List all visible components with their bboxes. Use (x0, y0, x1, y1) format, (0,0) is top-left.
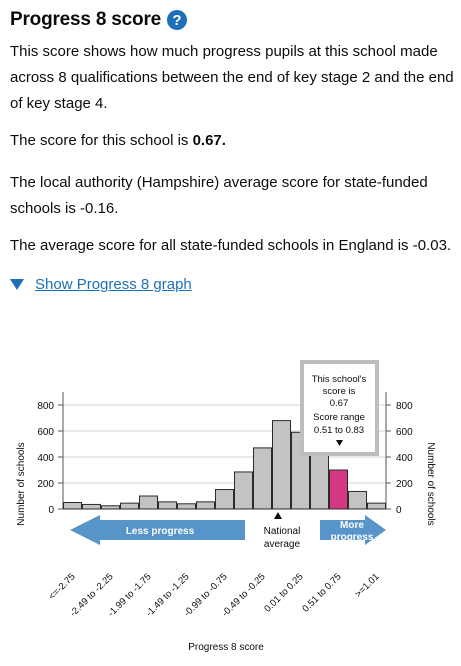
more-progress-label: progress (331, 532, 374, 543)
bar (367, 502, 386, 510)
school-bar (329, 469, 348, 510)
y-tick-label-right: 200 (396, 479, 413, 490)
callout-text: Score range (313, 412, 365, 423)
bar (196, 501, 215, 510)
callout-text: This school's (312, 374, 367, 385)
x-tick-label: 0.51 to 0.75 (300, 571, 343, 614)
bar (348, 490, 367, 510)
la-line: The local authority (Hampshire) average … (10, 174, 428, 191)
x-tick-label: <=-2.75 (47, 571, 78, 602)
more-progress-arrow (320, 515, 386, 545)
bar (101, 505, 120, 510)
less-progress-label: Less progress (126, 526, 195, 537)
callout-pointer (336, 440, 343, 446)
x-tick-label: >=1.01 (353, 571, 382, 600)
callout-text: 0.51 to 0.83 (314, 425, 364, 436)
intro-line: across 8 qualifications between the end … (10, 69, 454, 86)
national-average-label: National (264, 526, 301, 537)
show-graph-link[interactable]: Show Progress 8 graph (35, 276, 192, 293)
bar (272, 420, 291, 510)
y-tick-label-left: 0 (48, 505, 54, 516)
triangle-down-icon (10, 279, 24, 290)
bar (215, 489, 234, 510)
y-tick-label-left: 800 (37, 401, 54, 412)
school-score-value: 0.67. (192, 132, 226, 149)
national-average-label: average (264, 539, 301, 550)
intro-line: This score shows how much progress pupil… (10, 43, 438, 60)
bar (63, 502, 82, 510)
more-progress-label: More (340, 520, 364, 531)
help-icon[interactable]: ? (167, 10, 187, 30)
x-tick-label: 0.01 to 0.25 (262, 571, 305, 614)
bar (234, 471, 253, 510)
y-tick-label-left: 400 (37, 453, 54, 464)
local-authority-text: The local authority (Hampshire) average … (10, 170, 428, 222)
y-tick-label-right: 0 (396, 505, 402, 516)
callout-text: 0.67 (330, 398, 349, 409)
y-tick-label-right: 600 (396, 427, 413, 438)
heading: Progress 8 score ? (10, 9, 187, 31)
school-score-callout (300, 360, 379, 456)
bar (82, 503, 101, 510)
page-title: Progress 8 score (10, 9, 161, 30)
bar (177, 503, 196, 510)
bar (139, 495, 158, 510)
bar (253, 447, 272, 510)
y-tick-label-left: 200 (37, 479, 54, 490)
england-average-text: The average score for all state-funded s… (10, 237, 452, 254)
bar (158, 501, 177, 510)
less-progress-arrow (70, 515, 245, 545)
y-tick-label-right: 800 (396, 401, 413, 412)
y-axis-title-left: Number of schools (16, 442, 27, 525)
school-score-text: The score for this school is 0.67. (10, 128, 226, 154)
la-line: schools is -0.16. (10, 200, 119, 217)
show-graph-toggle[interactable]: Show Progress 8 graph (10, 276, 192, 293)
callout-text: score is (323, 386, 356, 397)
intro-text: This score shows how much progress pupil… (10, 39, 454, 117)
x-axis-title: Progress 8 score (188, 642, 264, 653)
y-tick-label-right: 400 (396, 453, 413, 464)
y-tick-label-left: 600 (37, 427, 54, 438)
bar (120, 502, 139, 510)
y-axis-title-right: Number of schools (425, 442, 436, 525)
national-average-marker (274, 512, 282, 519)
school-score-prefix: The score for this school is (10, 132, 193, 149)
intro-line: of key stage 4. (10, 95, 108, 112)
